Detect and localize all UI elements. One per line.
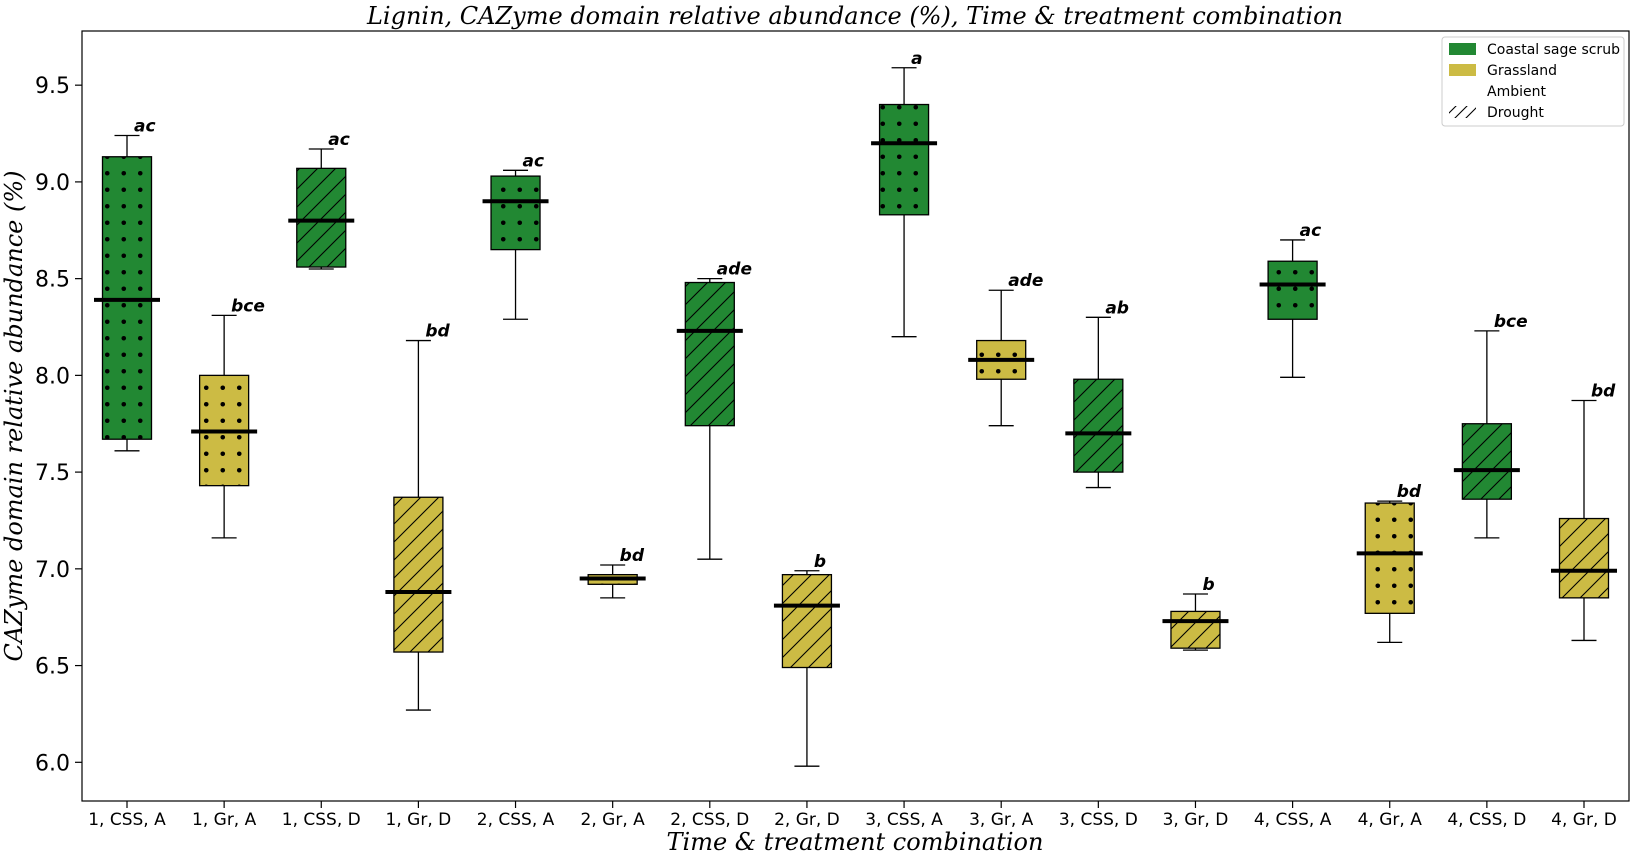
- significance-label: b: [814, 552, 826, 572]
- plot-area: ac bce ac bd ac bd ade b a ade ab b ac bd bce bd: [94, 49, 1617, 767]
- y-tick-label: 6.5: [35, 655, 70, 680]
- x-tick-label: 4, Gr, A: [1358, 810, 1423, 830]
- y-tick-label: 7.0: [35, 558, 70, 583]
- x-tick-label: 1, CSS, D: [282, 810, 361, 830]
- box-outline: [490, 175, 541, 251]
- significance-label: ade: [1008, 271, 1043, 291]
- significance-label: ac: [134, 116, 156, 136]
- y-axis: 6.0 6.5 7.0 7.5 8.0 8.5 9.0 9.5: [35, 74, 82, 776]
- box-group: a: [871, 49, 938, 338]
- box-group: ac: [482, 151, 549, 320]
- box-outline: [1461, 423, 1513, 500]
- x-tick-label: 3, Gr, D: [1163, 810, 1229, 830]
- y-tick-label: 8.0: [35, 364, 70, 389]
- box-outline: [1364, 502, 1415, 614]
- box-hatch: [1073, 379, 1123, 473]
- significance-label: bce: [231, 296, 265, 316]
- box-hatch: [1462, 423, 1512, 500]
- x-tick-label: 1, Gr, A: [192, 810, 257, 830]
- box-group: bd: [1356, 482, 1423, 644]
- x-axis-label: Time & treatment combination: [667, 828, 1044, 856]
- box-group: ade: [676, 260, 752, 560]
- x-tick-label: 4, CSS, D: [1447, 810, 1526, 830]
- x-tick-label: 2, Gr, A: [581, 810, 646, 830]
- box-outline: [296, 167, 347, 268]
- box-group: b: [1162, 575, 1229, 651]
- significance-label: ac: [328, 130, 350, 150]
- significance-label: ab: [1105, 298, 1129, 318]
- legend-label: Coastal sage scrub: [1487, 42, 1620, 58]
- legend-swatch: [1449, 43, 1476, 55]
- significance-label: bd: [425, 322, 450, 342]
- box-group: bce: [1453, 312, 1528, 539]
- x-tick-label: 3, CSS, D: [1059, 810, 1138, 830]
- box-hatch: [1268, 261, 1318, 320]
- plot-frame: [81, 30, 1630, 802]
- x-tick-label: 3, Gr, A: [969, 810, 1034, 830]
- y-tick-label: 8.5: [35, 268, 70, 293]
- y-tick-label: 6.0: [35, 751, 70, 776]
- significance-label: a: [911, 49, 922, 69]
- box-hatch: [879, 104, 929, 215]
- x-tick-label: 1, CSS, A: [88, 810, 166, 830]
- box-outline: [781, 573, 833, 669]
- box-hatch: [1365, 503, 1415, 614]
- box-hatch: [1559, 518, 1609, 598]
- legend-swatch: [1449, 64, 1476, 76]
- x-tick-label: 2, CSS, A: [477, 810, 555, 830]
- legend-label: Grassland: [1487, 63, 1557, 79]
- box-outline: [393, 496, 444, 653]
- legend-label: Ambient: [1487, 84, 1546, 100]
- box-group: bce: [191, 296, 265, 539]
- legend-hatch-swatch: [1449, 106, 1476, 118]
- significance-label: ade: [717, 260, 752, 280]
- significance-label: bd: [1397, 482, 1422, 502]
- box-hatch: [685, 282, 735, 426]
- y-axis-label: CAZyme domain relative abundance (%): [0, 170, 28, 661]
- box-hatch: [491, 176, 541, 250]
- box-hatch: [393, 497, 443, 653]
- legend-frame: [1441, 36, 1625, 127]
- x-tick-label: 4, CSS, A: [1254, 810, 1332, 830]
- box-hatch: [296, 168, 346, 268]
- box-hatch: [782, 574, 832, 668]
- x-axis: 1, CSS, A 1, Gr, A 1, CSS, D 1, Gr, D 2, CSS…: [88, 801, 1617, 830]
- chart-title: Lignin, CAZyme domain relative abundance…: [366, 2, 1343, 30]
- x-tick-label: 2, Gr, D: [774, 810, 840, 830]
- box-hatch: [1170, 611, 1220, 649]
- box-group: ade: [968, 271, 1043, 427]
- box-outline: [878, 103, 930, 216]
- y-tick-label: 9.0: [35, 171, 70, 196]
- y-tick-label: 9.5: [35, 74, 70, 99]
- box-group: bd: [1551, 382, 1617, 642]
- box-outline: [1073, 378, 1124, 473]
- box-group: bd: [579, 546, 646, 599]
- x-tick-label: 3, CSS, A: [865, 810, 943, 830]
- significance-label: ac: [523, 151, 545, 171]
- x-tick-label: 4, Gr, D: [1551, 810, 1617, 830]
- box-group: bd: [385, 322, 452, 711]
- significance-label: bd: [620, 546, 645, 566]
- box-outline: [1267, 260, 1318, 320]
- box-group: ac: [1259, 221, 1326, 378]
- box-group: ac: [94, 116, 160, 452]
- x-tick-label: 1, Gr, D: [386, 810, 452, 830]
- significance-label: b: [1202, 575, 1214, 595]
- significance-label: ac: [1300, 221, 1322, 241]
- box-group: ac: [288, 130, 355, 270]
- legend: Coastal sage scrub Grassland Ambient Drough…: [1441, 36, 1625, 127]
- box-outline: [1558, 517, 1610, 599]
- x-tick-label: 2, CSS, D: [670, 810, 749, 830]
- box-group: b: [773, 552, 840, 767]
- legend-label: Drought: [1487, 105, 1544, 121]
- box-outline: [1170, 610, 1221, 649]
- significance-label: bd: [1591, 382, 1616, 402]
- box-group: ab: [1065, 298, 1132, 489]
- y-tick-label: 7.5: [35, 461, 70, 486]
- box-outline: [684, 281, 735, 427]
- significance-label: bce: [1494, 312, 1528, 332]
